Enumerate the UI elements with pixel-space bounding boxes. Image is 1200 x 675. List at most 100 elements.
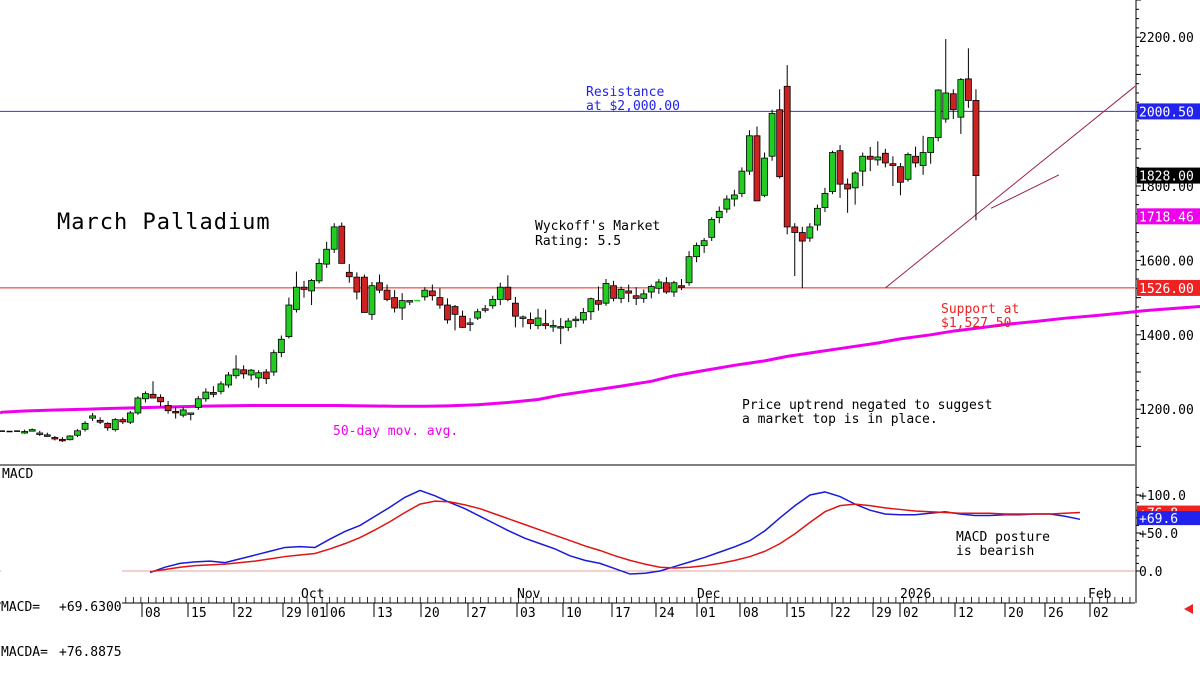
price-candle <box>149 393 157 399</box>
price-candle <box>104 422 112 429</box>
price-tick-label: 1400.00 <box>1139 329 1194 344</box>
price-candle <box>617 289 625 299</box>
chart-title: March Palladium <box>57 210 271 235</box>
price-candle <box>685 256 693 284</box>
price-candle <box>96 419 104 423</box>
price-candle <box>179 409 187 416</box>
price-candle <box>157 396 164 403</box>
price-candle <box>81 422 89 430</box>
price-candle <box>595 300 602 305</box>
price-candle <box>572 318 580 322</box>
price-candle <box>270 352 278 373</box>
price-candle <box>640 293 648 299</box>
price-tag-box <box>1137 208 1200 225</box>
price-candle <box>308 280 315 292</box>
date-tick-label: 08 <box>743 606 759 621</box>
month-label: Dec <box>697 587 720 602</box>
price-candle <box>89 415 96 419</box>
price-candle <box>814 207 821 226</box>
moving-average-line <box>0 305 1200 415</box>
scroll-arrow-icon[interactable] <box>1184 604 1193 614</box>
price-candle <box>187 412 195 415</box>
macd-readout-label: MACD= <box>1 600 41 615</box>
price-candle <box>383 289 391 300</box>
price-tick-label: 1800.00 <box>1139 180 1194 195</box>
date-tick-label: 15 <box>191 606 207 621</box>
price-candle <box>240 369 248 375</box>
price-tick-label: 2200.00 <box>1139 31 1194 46</box>
price-candle <box>670 282 678 293</box>
price-candle <box>126 412 134 423</box>
price-candle <box>693 245 700 258</box>
price-candle <box>217 383 225 392</box>
date-tick-label: 24 <box>659 606 675 621</box>
price-candle <box>172 411 180 414</box>
price-candle <box>738 170 746 194</box>
palladium-chart: 1200.001400.001600.001800.002000.002200.… <box>0 0 1200 621</box>
price-candle <box>119 419 127 423</box>
price-candle <box>859 155 867 172</box>
price-candle <box>829 152 836 192</box>
price-candle <box>632 295 640 299</box>
price-candle <box>949 93 957 111</box>
price-candle <box>444 304 451 321</box>
month-label: Oct <box>301 587 324 602</box>
price-candle <box>398 300 406 309</box>
price-candle <box>330 226 338 250</box>
price-candle <box>481 308 489 311</box>
macda-readout-value: +76.8875 <box>59 645 122 660</box>
price-candle <box>255 372 263 379</box>
price-candle <box>881 152 889 164</box>
price-candle <box>36 432 44 435</box>
price-candle <box>496 286 504 300</box>
price-candle <box>564 320 572 328</box>
price-candle <box>194 398 202 408</box>
macda-readout-row: MACDA= +76.8875 <box>1 645 122 660</box>
price-candle <box>708 219 716 238</box>
price-candle <box>965 78 972 101</box>
price-tag-box <box>1137 167 1200 184</box>
macd-readout: MACD= +69.6300 MACDA= +76.8875 <box>1 570 122 675</box>
price-candle <box>602 283 610 304</box>
price-candle <box>43 434 51 437</box>
date-tick-label: 12 <box>958 606 974 621</box>
resistance-annotation: Resistance at $2,000.00 <box>586 85 680 114</box>
month-label: 2026 <box>900 587 931 602</box>
date-tick-label: 29 <box>286 606 302 621</box>
price-candle <box>527 319 534 325</box>
price-candle <box>889 163 897 166</box>
price-candle <box>504 286 512 300</box>
price-candle <box>459 315 466 328</box>
price-candle <box>360 276 368 313</box>
price-candle <box>700 240 708 246</box>
macd-tag-box <box>1137 511 1200 526</box>
date-tick-label: 03 <box>520 606 536 621</box>
price-candle <box>428 290 436 297</box>
price-candle <box>874 156 882 161</box>
price-candle <box>730 194 738 200</box>
date-tick-label: 13 <box>377 606 393 621</box>
trendline-lower <box>990 174 1060 209</box>
price-candle <box>798 232 806 242</box>
date-tick-label: 02 <box>1093 606 1109 621</box>
price-candle <box>806 226 814 239</box>
price-candle <box>761 157 768 196</box>
price-candle <box>715 210 723 219</box>
date-tick-label: 29 <box>876 606 892 621</box>
price-candle <box>74 430 81 436</box>
macd-tick-label: +50.0 <box>1139 527 1178 542</box>
price-candle <box>489 299 497 307</box>
price-tag-label: 1718.46 <box>1139 210 1194 225</box>
date-tick-label: 22 <box>237 606 253 621</box>
price-candle <box>451 306 459 315</box>
date-tick-label: 17 <box>615 606 631 621</box>
price-candle <box>934 89 942 139</box>
commentary-annotation: Price uptrend negated to suggest a marke… <box>742 398 993 427</box>
macda-readout-label: MACDA= <box>1 645 48 660</box>
price-candle <box>28 429 36 432</box>
support-annotation: Support at $1,527.50 <box>941 302 1020 331</box>
price-candle <box>579 312 587 321</box>
price-candle <box>338 225 346 264</box>
price-candle <box>209 392 217 395</box>
price-candle <box>753 135 761 202</box>
